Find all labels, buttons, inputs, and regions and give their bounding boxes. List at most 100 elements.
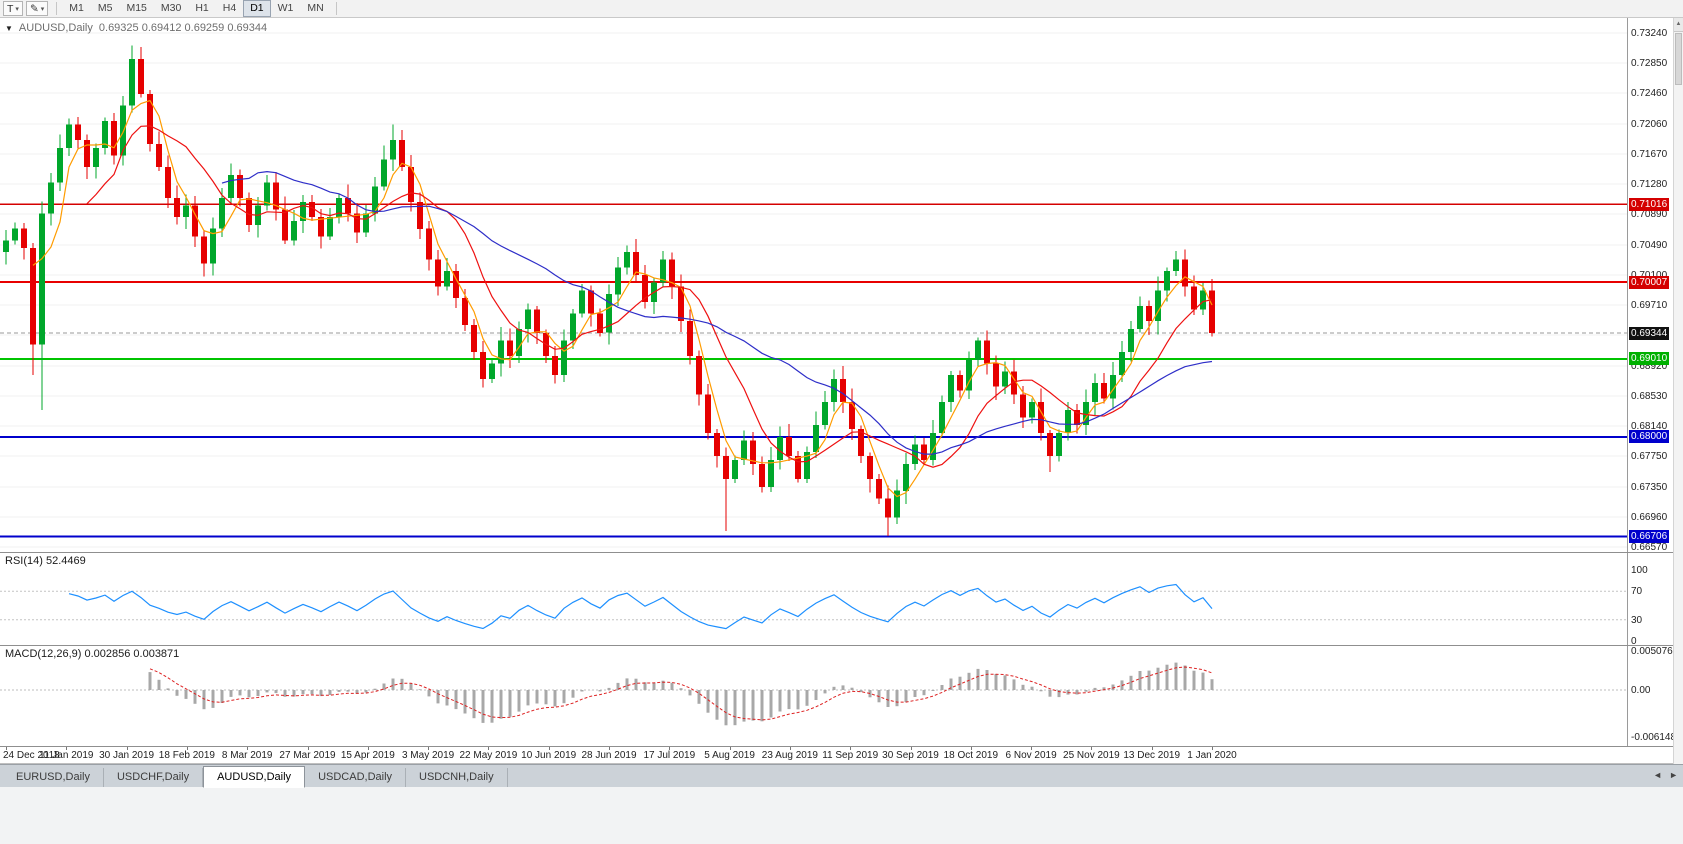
support-blue-lower-price-label: 0.66706 <box>1629 530 1670 543</box>
price-tick: 0.70490 <box>1631 239 1668 251</box>
tab-usdcnh-daily[interactable]: USDCNH,Daily <box>406 768 508 787</box>
tabs-scroll-right-button[interactable]: ► <box>1669 770 1678 780</box>
date-label: 18 Oct 2019 <box>943 750 999 761</box>
tab-usdchf-daily[interactable]: USDCHF,Daily <box>104 768 204 787</box>
date-tick-mark <box>367 747 369 750</box>
date-tick-mark <box>1031 747 1033 750</box>
timeframe-button-M1[interactable]: M1 <box>69 2 84 14</box>
date-tick-mark <box>126 747 128 750</box>
date-tick-mark <box>910 747 912 750</box>
tab-usdcad-daily[interactable]: USDCAD,Daily <box>305 768 407 787</box>
main-chart-canvas[interactable] <box>0 18 1628 552</box>
toolbar-separator <box>56 2 58 15</box>
rsi-tick: 30 <box>1631 614 1643 626</box>
date-tick-mark <box>66 747 68 750</box>
date-tick-mark <box>669 747 671 750</box>
timeframe-button-M30[interactable]: M30 <box>160 2 182 14</box>
price-tick: 0.69710 <box>1631 300 1668 312</box>
date-label: 22 May 2019 <box>459 750 518 761</box>
date-label: 5 Aug 2019 <box>704 750 755 761</box>
chart-area: ▼ AUDUSD,Daily 0.69325 0.69412 0.69259 0… <box>0 18 1683 764</box>
draw-tool-button[interactable]: ✎ ▾ <box>25 1 49 16</box>
price-tick: 0.67750 <box>1631 451 1668 463</box>
chart-collapse-icon[interactable]: ▼ <box>5 23 13 33</box>
macd-scale: 0.005076 0.00 -0.006148 <box>1627 646 1677 746</box>
price-tick: 0.68530 <box>1631 390 1668 402</box>
date-tick-mark <box>789 747 791 750</box>
macd-tick: -0.006148 <box>1631 732 1677 744</box>
date-label: 27 Mar 2019 <box>279 750 336 761</box>
date-label: 11 Sep 2019 <box>822 750 879 761</box>
vertical-scrollbar[interactable]: ▲ <box>1673 18 1683 764</box>
date-label: 30 Sep 2019 <box>882 750 939 761</box>
dropdown-caret-icon: ▾ <box>40 5 45 13</box>
date-label: 15 Apr 2019 <box>340 750 395 761</box>
timeframe-button-H4[interactable]: H4 <box>222 2 237 14</box>
tab-audusd-daily[interactable]: AUDUSD,Daily <box>203 766 306 788</box>
rsi-tick: 0 <box>1631 636 1637 647</box>
price-scale[interactable]: 0.73240 0.72850 0.72460 0.72060 0.71670 0.712… <box>1627 18 1674 553</box>
macd-label: MACD(12,26,9) 0.002856 0.003871 <box>5 648 180 660</box>
price-tick: 0.68920 <box>1631 360 1668 372</box>
date-label: 17 Jul 2019 <box>643 750 696 761</box>
chart-ohlc-values: 0.69325 0.69412 0.69259 0.69344 <box>98 22 268 34</box>
rsi-tick: 100 <box>1631 565 1648 576</box>
current-price-price-label: 0.69344 <box>1629 326 1670 340</box>
price-tick: 0.72850 <box>1631 58 1668 70</box>
timeframe-button-D1[interactable]: D1 <box>243 0 271 17</box>
tab-eurusd-daily[interactable]: EURUSD,Daily <box>3 768 104 787</box>
timeframe-button-MN[interactable]: MN <box>307 2 324 14</box>
pencil-icon: ✎ <box>29 2 39 15</box>
chart-header: ▼ AUDUSD,Daily 0.69325 0.69412 0.69259 0… <box>5 22 267 34</box>
date-tick-mark <box>1212 747 1213 750</box>
date-label: 11 Jan 2019 <box>39 750 94 761</box>
date-tick-mark <box>609 747 610 750</box>
chart-toolbar: T ▾ ✎ ▾ M1 M5 M15 M30 H1 H4 D1 W1 MN <box>0 0 1683 18</box>
chart-tabs: EURUSD,Daily USDCHF,Daily AUDUSD,Daily USDC… <box>3 765 508 788</box>
tabs-scroll-left-button[interactable]: ◄ <box>1653 770 1663 780</box>
support-blue-upper-price-label: 0.68000 <box>1629 430 1670 444</box>
macd-canvas[interactable] <box>0 646 1628 746</box>
date-tick-mark <box>186 747 188 750</box>
price-tick: 0.70890 <box>1631 209 1668 221</box>
price-tick: 0.70100 <box>1631 270 1667 281</box>
price-tick: 0.66570 <box>1631 541 1668 553</box>
rsi-label: RSI(14) 52.4469 <box>5 555 86 567</box>
date-label: 25 Nov 2019 <box>1063 750 1120 761</box>
scrollbar-thumb[interactable] <box>1675 33 1682 85</box>
rsi-panel: RSI(14) 52.4469 100 70 30 0 <box>0 553 1683 647</box>
resistance-upper-price-label: 0.71016 <box>1629 197 1670 211</box>
macd-panel: MACD(12,26,9) 0.002856 0.003871 0.005076… <box>0 646 1683 747</box>
timeframe-button-M5[interactable]: M5 <box>97 2 113 14</box>
price-tick: 0.71670 <box>1631 149 1668 160</box>
timeframe-button-H1[interactable]: H1 <box>195 2 209 14</box>
date-label: 13 Dec 2019 <box>1123 750 1181 761</box>
chart-tab-bar: EURUSD,Daily USDCHF,Daily AUDUSD,Daily USDC… <box>0 764 1683 788</box>
scroll-up-button[interactable]: ▲ <box>1674 18 1683 32</box>
date-label: 23 Aug 2019 <box>761 750 818 761</box>
resistance-lower-price-label: 0.70007 <box>1629 275 1670 289</box>
timeframe-button-W1[interactable]: W1 <box>277 2 294 14</box>
date-axis[interactable]: 24 Dec 2018 11 Jan 2019 30 Jan 2019 18 Feb … <box>0 747 1674 764</box>
date-tick-mark <box>428 747 430 750</box>
price-panel: ▼ AUDUSD,Daily 0.69325 0.69412 0.69259 0… <box>0 18 1683 553</box>
toolbar-separator <box>335 2 337 15</box>
price-tick: 0.73240 <box>1631 28 1668 40</box>
timeframe-button-M15[interactable]: M15 <box>126 2 147 14</box>
price-tick: 0.72460 <box>1631 88 1668 100</box>
date-label: 6 Nov 2019 <box>1005 750 1057 761</box>
price-tick: 0.71280 <box>1631 179 1668 191</box>
date-label: 10 Jun 2019 <box>521 750 577 761</box>
date-label: 28 Jun 2019 <box>581 750 637 761</box>
rsi-canvas[interactable] <box>0 553 1628 645</box>
price-tick: 0.72060 <box>1631 118 1668 130</box>
window-bottom-area <box>0 787 1683 844</box>
t-tool-label: T <box>7 2 14 15</box>
t-tool-button[interactable]: T ▾ <box>3 1 23 16</box>
price-tick: 0.66960 <box>1631 511 1668 523</box>
price-tick: 0.67350 <box>1631 481 1668 493</box>
date-label: 18 Feb 2019 <box>158 750 215 761</box>
tab-scroll-arrows: ◄ ► <box>1653 770 1678 780</box>
date-tick-mark <box>1091 747 1093 750</box>
chart-symbol-label: AUDUSD,Daily <box>18 22 93 34</box>
